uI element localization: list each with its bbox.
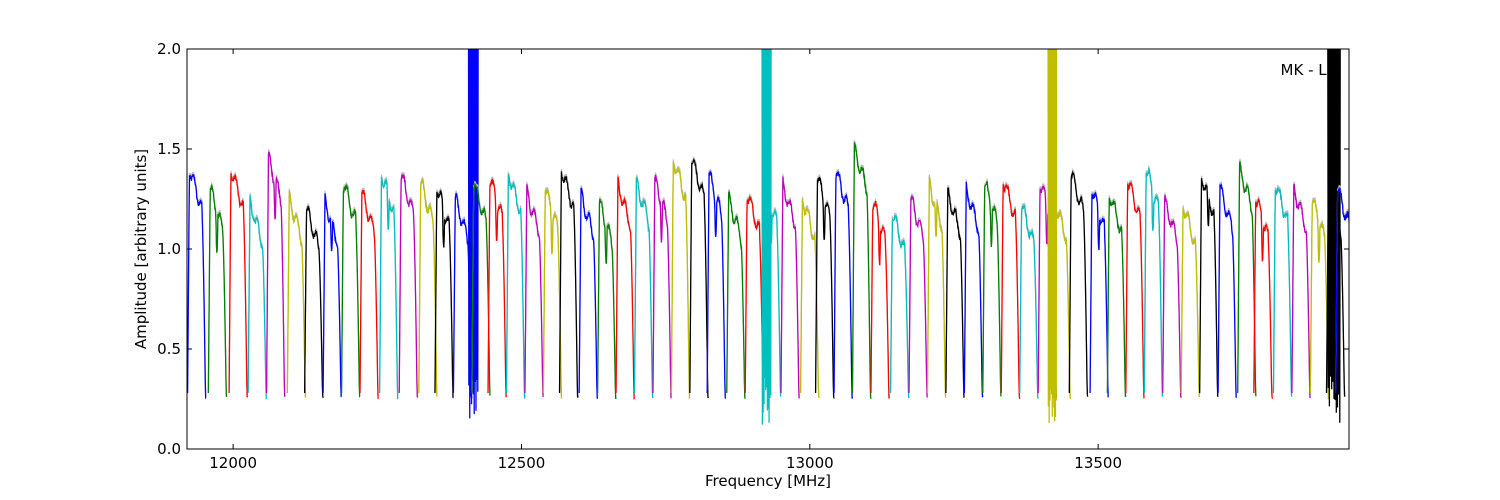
channel-line xyxy=(303,205,324,399)
channel-line xyxy=(524,184,544,398)
channel-line xyxy=(908,194,929,398)
channel-line xyxy=(945,187,965,399)
channel-line xyxy=(542,189,563,399)
channel-line xyxy=(670,161,691,400)
channel-line xyxy=(1335,187,1349,394)
channel-line xyxy=(418,178,438,397)
channel-line xyxy=(1143,166,1164,398)
channel-line xyxy=(487,178,508,398)
channel-line xyxy=(1000,184,1021,399)
channel-line xyxy=(799,199,820,399)
channel-line xyxy=(1125,181,1145,399)
y-axis-label: Amplitude [arbitrary units] xyxy=(132,149,150,349)
rfi-spike-line xyxy=(761,49,772,425)
channel-line xyxy=(870,201,891,399)
series-lines xyxy=(187,49,1349,425)
channel-line xyxy=(1068,170,1089,397)
channel-line xyxy=(359,189,379,400)
channel-line xyxy=(726,191,746,399)
x-tick-label: 13500 xyxy=(1074,454,1122,472)
y-tick-label: 1.0 xyxy=(157,240,181,258)
channel-line xyxy=(780,176,801,399)
channel-line xyxy=(1217,183,1238,398)
channel-line xyxy=(652,174,672,399)
channel-line xyxy=(1019,204,1039,399)
channel-line xyxy=(558,171,579,398)
channel-line xyxy=(744,195,765,398)
channel-line xyxy=(228,173,249,398)
x-tick-label: 12000 xyxy=(209,454,257,472)
channel-line xyxy=(633,177,654,399)
channel-line xyxy=(265,151,286,397)
rfi-spike-line xyxy=(1047,49,1058,423)
channel-line xyxy=(889,215,910,399)
channel-line xyxy=(340,184,361,398)
x-tick-label: 12500 xyxy=(498,454,546,472)
y-tick-label: 2.0 xyxy=(157,40,181,58)
channel-line xyxy=(689,158,709,399)
channel-line xyxy=(851,141,872,399)
channel-line xyxy=(578,187,599,399)
channel-line xyxy=(1089,192,1109,398)
channel-line xyxy=(187,173,207,400)
channel-line xyxy=(1237,161,1257,397)
channel-line xyxy=(434,190,454,399)
channel-line xyxy=(1106,197,1127,398)
channel-line xyxy=(1309,199,1330,400)
x-axis-label: Frequency [MHz] xyxy=(705,472,831,490)
channel-annotation: MK - LL xyxy=(1281,61,1336,79)
channel-line xyxy=(963,181,984,398)
rfi-spike-line xyxy=(1327,49,1341,423)
channel-line xyxy=(207,183,228,398)
channel-line xyxy=(398,173,419,398)
channel-line xyxy=(596,198,617,399)
channel-line xyxy=(833,171,854,399)
channel-line xyxy=(1162,194,1182,398)
channel-line xyxy=(706,171,727,399)
channel-line xyxy=(1253,198,1273,399)
axis-ticks: 12000 12500 13000 13500 0.0 0.5 1.0 1.5 2.0 xyxy=(157,40,1349,472)
x-tick-label: 13000 xyxy=(786,454,834,472)
rfi-spike-line xyxy=(467,49,479,419)
channel-line xyxy=(247,195,268,400)
y-tick-label: 0.5 xyxy=(157,340,181,358)
channel-line xyxy=(505,172,526,399)
channel-line xyxy=(982,181,1002,397)
channel-line xyxy=(471,182,491,396)
channel-line xyxy=(322,193,342,398)
y-tick-label: 1.5 xyxy=(157,140,181,158)
channel-line xyxy=(615,176,635,400)
channel-line xyxy=(1180,207,1201,398)
channel-line xyxy=(1198,177,1219,397)
channel-line xyxy=(378,176,399,400)
channel-line xyxy=(286,191,307,398)
channel-line xyxy=(814,176,835,399)
channel-line xyxy=(926,176,947,398)
channel-line xyxy=(1272,187,1293,398)
channel-line xyxy=(1291,183,1311,398)
y-tick-label: 0.0 xyxy=(157,440,181,458)
